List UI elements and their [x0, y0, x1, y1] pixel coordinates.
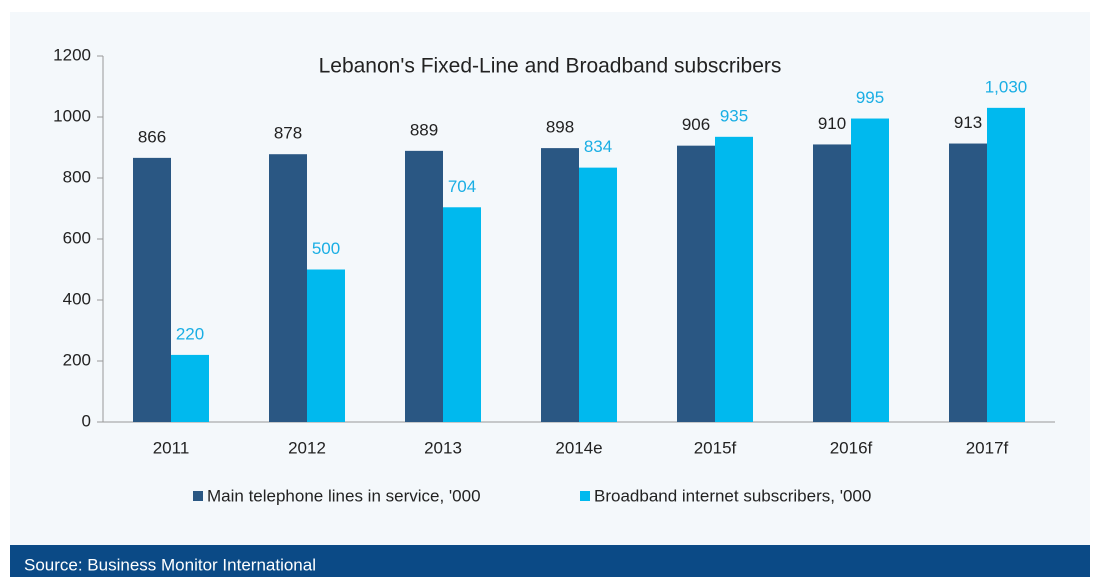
data-label: 913	[954, 113, 982, 132]
data-label: 500	[312, 239, 340, 258]
legend-swatch	[193, 491, 203, 501]
data-label: 898	[546, 118, 574, 137]
x-tick-label: 2012	[288, 438, 326, 457]
data-label: 220	[176, 324, 204, 343]
bar	[715, 136, 753, 422]
y-tick-label: 0	[82, 411, 91, 430]
legend-swatch	[580, 491, 590, 501]
bar	[269, 154, 307, 422]
bar	[133, 157, 171, 422]
source-bar	[10, 545, 1090, 577]
data-label: 866	[138, 127, 166, 146]
x-tick-label: 2017f	[966, 438, 1009, 457]
bar	[443, 207, 481, 422]
y-tick-label: 600	[63, 228, 91, 247]
y-tick-label: 200	[63, 350, 91, 369]
data-label: 995	[856, 88, 884, 107]
chart-title: Lebanon's Fixed-Line and Broadband subsc…	[319, 55, 782, 78]
x-tick-label: 2016f	[830, 438, 873, 457]
bar	[405, 150, 443, 423]
bar	[541, 148, 579, 423]
data-label: 889	[410, 120, 438, 139]
bar	[851, 118, 889, 423]
data-label: 878	[274, 124, 302, 143]
bar	[677, 145, 715, 423]
bar	[307, 269, 345, 422]
data-label: 910	[818, 114, 846, 133]
y-tick-label: 1200	[53, 45, 91, 64]
bar	[579, 167, 617, 422]
x-tick-label: 2011	[153, 438, 190, 457]
legend-label: Broadband internet subscribers, '000	[594, 486, 871, 505]
data-label: 1,030	[985, 77, 1028, 96]
data-label: 935	[720, 106, 748, 125]
y-tick-label: 400	[63, 289, 91, 308]
data-label: 704	[448, 177, 476, 196]
x-tick-label: 2014e	[555, 438, 602, 457]
bar	[813, 144, 851, 422]
x-tick-label: 2015f	[694, 438, 737, 457]
x-tick-label: 2013	[424, 438, 462, 457]
y-tick-label: 800	[63, 167, 91, 186]
bar	[171, 354, 209, 422]
legend-label: Main telephone lines in service, '000	[207, 486, 481, 505]
source: Source: Business Monitor International	[24, 555, 316, 574]
data-label: 834	[584, 137, 612, 156]
y-tick-label: 1000	[53, 106, 91, 125]
bar	[949, 143, 987, 422]
data-label: 906	[682, 115, 710, 134]
bar	[987, 107, 1025, 422]
